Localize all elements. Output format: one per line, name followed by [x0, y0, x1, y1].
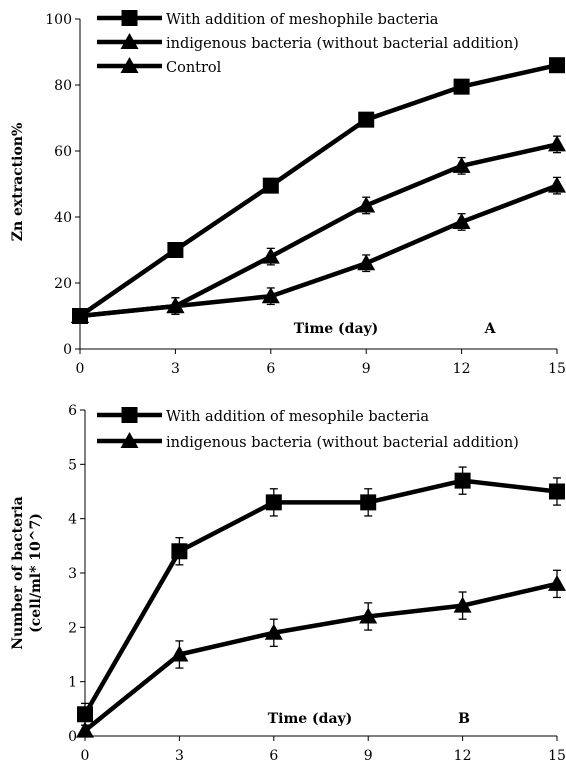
panel-a-series-3-point — [261, 287, 280, 304]
panel-b-series-2-point — [359, 607, 378, 624]
panel-a-series-2-line — [79, 142, 558, 319]
panel-a-ytick-label: 80 — [54, 78, 72, 94]
panel-b-xtick-label: 6 — [269, 748, 278, 764]
panel-a-series-3-point — [548, 176, 566, 193]
panel-a-series-1-point — [358, 111, 375, 128]
panel-b-series-2-point — [170, 645, 189, 662]
panel-a-series-1-point — [549, 57, 565, 74]
panel-b-series-2-point — [453, 596, 472, 613]
panel-a-xlabel: Time (day) — [294, 321, 379, 337]
panel-a-legend-label-1: With addition of meshophile bacteria — [166, 12, 439, 28]
panel-b-legend-label-2: indigenous bacteria (without bacterial a… — [166, 435, 519, 451]
panel-a-series-2-point — [357, 196, 376, 213]
panel-a-ytick-label: 40 — [54, 210, 72, 226]
panel-b-ytick-label: 4 — [68, 512, 77, 528]
panel-a-legend-marker-2 — [120, 33, 139, 49]
panel-a-series-3-point — [452, 212, 471, 229]
panel-b-series-2-point — [548, 574, 566, 591]
panel-b-ytick-label: 2 — [68, 620, 77, 636]
panel-b-legend-marker-2 — [120, 432, 139, 448]
panel-a-ytick-label: 0 — [63, 342, 72, 358]
panel-b-series-1-point — [360, 494, 377, 511]
panel-a-series-1-point — [262, 177, 279, 194]
panel-a-xtick-label: 15 — [548, 361, 566, 377]
panel-b-ylabel-line-1: Number of bacteria — [10, 496, 26, 650]
panel-a-series-3-point — [357, 254, 376, 271]
panel-b-ylabel-line-2: (cell/ml* 10^7) — [28, 513, 44, 633]
panel-b-xlabel: Time (day) — [268, 711, 353, 727]
panel-b-xtick-label: 15 — [548, 748, 566, 764]
panel-a-tag: A — [484, 321, 497, 337]
panel-a-series-2-point — [452, 156, 471, 173]
panel-a-series-1-line — [78, 63, 558, 318]
panel-b-legend-label-1: With addition of mesophile bacteria — [166, 409, 429, 425]
panel-a-series-3-line — [79, 183, 558, 319]
panel-b-ytick-label: 0 — [68, 729, 77, 745]
panel-b-series-1-point — [171, 543, 188, 560]
panel-a-legend-label-3: Control — [166, 60, 222, 76]
panel-a-series-1-point — [167, 242, 184, 258]
panel-b-series-1-line — [83, 478, 558, 716]
panel-b-series-2-line — [83, 581, 558, 733]
panel-a-ylabel: Zn extraction% — [10, 123, 26, 242]
panel-a-legend-marker-3 — [120, 57, 139, 73]
panel-a-ytick-label: 100 — [45, 12, 72, 28]
panel-b-series-1-point — [454, 472, 471, 489]
panel-a-xtick-label: 3 — [171, 361, 180, 377]
panel-a-series-1-point — [453, 78, 470, 95]
panel-a-series-3-point — [166, 297, 185, 314]
panel-b-ytick-label: 3 — [68, 566, 77, 582]
panel-b-series-2-point — [264, 623, 283, 640]
panel-b-series-1-point — [549, 483, 565, 500]
panel-b-legend-marker-1 — [121, 407, 138, 423]
panel-a-xtick-label: 9 — [362, 361, 371, 377]
panel-b-xtick-label: 9 — [364, 748, 373, 764]
panel-a-ytick-label: 60 — [54, 144, 72, 160]
panel-a-xtick-label: 6 — [266, 361, 275, 377]
panel-a-chart: 0 20 40 60 80 100 0 3 6 9 12 15 Zn extraction% Time… — [10, 10, 566, 377]
panel-b-ytick-label: 1 — [68, 675, 77, 691]
panel-b-xtick-label: 0 — [81, 748, 90, 764]
panel-a-xtick-label: 0 — [76, 361, 85, 377]
panel-a-xtick-label: 12 — [453, 361, 471, 377]
panel-b-tag: B — [458, 711, 470, 727]
panel-a-ytick-label: 20 — [54, 276, 72, 292]
panel-b-ytick-label: 5 — [68, 457, 77, 473]
panel-a-series-2-point — [548, 135, 566, 152]
panel-b-series-1-point — [265, 494, 282, 511]
panel-b-xtick-label: 12 — [454, 748, 472, 764]
panel-b-ytick-label: 6 — [68, 403, 77, 419]
panel-b-xtick-label: 3 — [175, 748, 184, 764]
panel-a-legend-label-2: indigenous bacteria (without bacterial a… — [166, 36, 519, 52]
panel-a-legend-marker-1 — [121, 10, 138, 26]
panel-a-series-2-point — [261, 247, 280, 264]
